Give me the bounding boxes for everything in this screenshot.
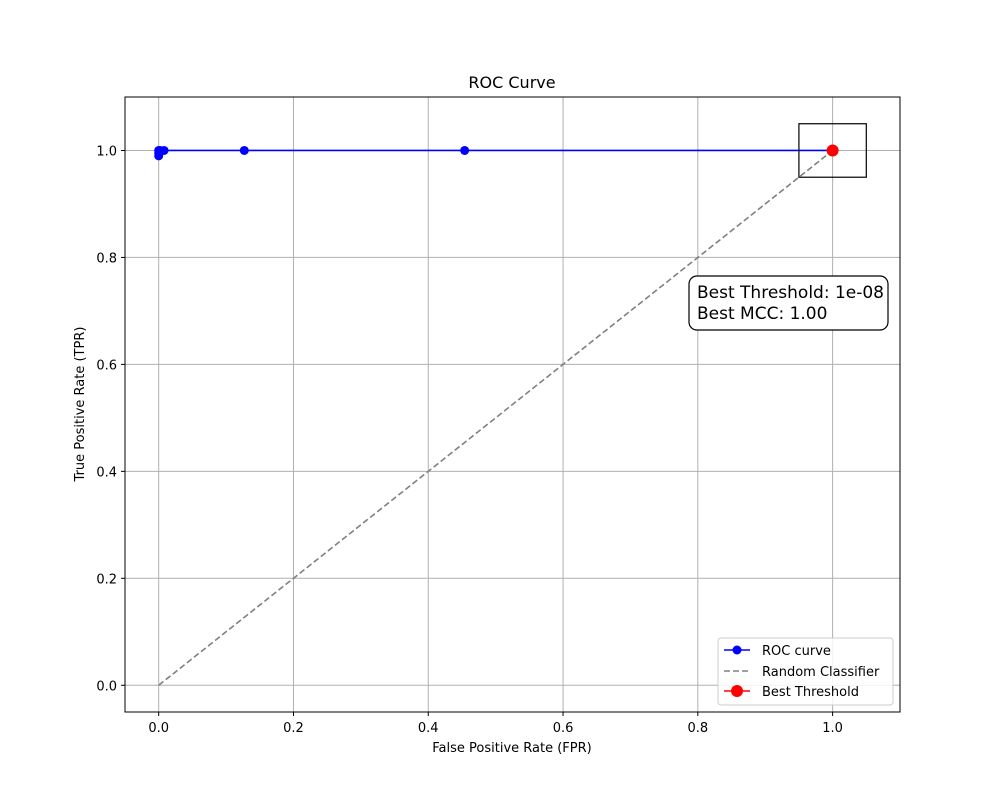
grid-lines: [125, 97, 900, 712]
roc-point: [239, 145, 249, 155]
y-tick-label: 1.0: [96, 144, 117, 159]
annotation-box: Best Threshold: 1e-08 Best MCC: 1.00: [688, 275, 889, 331]
axis-ticks: 0.0 0.2 0.4 0.6 0.8 1.0 0.0 0.2 0.4 0.6 0.8 1.0: [96, 144, 843, 736]
x-tick-label: 0.6: [553, 721, 574, 736]
chart-title: ROC Curve: [468, 73, 555, 92]
legend-frame: [717, 637, 894, 706]
x-tick-label: 0.2: [283, 721, 304, 736]
x-tick-label: 0.0: [148, 721, 169, 736]
annotation-frame: [688, 275, 889, 331]
roc-point: [460, 145, 470, 155]
legend-best-label: Best Threshold: [762, 685, 859, 700]
annotation-mcc: Best MCC: 1.00: [697, 304, 827, 324]
x-tick-label: 0.8: [687, 721, 708, 736]
x-axis-label: False Positive Rate (FPR): [432, 741, 591, 756]
legend-random-label: Random Classifier: [762, 665, 880, 680]
plot-frame: [124, 96, 901, 713]
legend-best-marker: [731, 685, 743, 697]
random-classifier-line: [158, 149, 834, 686]
y-tick-label: 0.2: [96, 572, 117, 587]
plot-series: [154, 123, 867, 686]
best-threshold-point: [826, 144, 839, 157]
y-tick-label: 0.6: [96, 358, 117, 373]
annotation-threshold: Best Threshold: 1e-08: [697, 283, 884, 303]
legend: ROC curve Random Classifier Best Thresho…: [717, 637, 894, 706]
legend-roc-label: ROC curve: [762, 644, 831, 659]
legend-roc-marker: [732, 645, 742, 655]
y-tick-label: 0.0: [96, 679, 117, 694]
y-tick-label: 0.8: [96, 251, 117, 266]
roc-point: [159, 145, 169, 155]
y-axis-label: True Positive Rate (TPR): [73, 327, 88, 483]
x-tick-label: 1.0: [822, 721, 843, 736]
y-tick-label: 0.4: [96, 465, 117, 480]
x-tick-label: 0.4: [418, 721, 439, 736]
best-threshold-box: [798, 123, 867, 178]
